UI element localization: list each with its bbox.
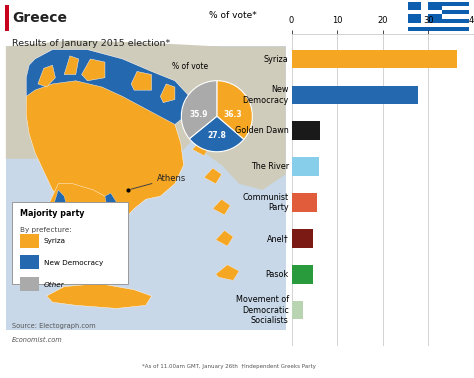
Polygon shape	[195, 112, 213, 128]
Wedge shape	[189, 116, 244, 152]
Bar	[20, 256, 39, 270]
Bar	[292, 265, 313, 284]
Polygon shape	[6, 40, 280, 159]
Wedge shape	[217, 81, 252, 139]
Bar	[20, 234, 39, 248]
Polygon shape	[26, 50, 190, 240]
FancyBboxPatch shape	[12, 203, 128, 284]
Polygon shape	[105, 193, 122, 228]
Bar	[408, 23, 469, 27]
Wedge shape	[182, 81, 217, 139]
Bar	[20, 277, 39, 291]
Polygon shape	[213, 199, 230, 215]
Bar	[292, 157, 319, 176]
Polygon shape	[198, 46, 286, 190]
Polygon shape	[38, 65, 55, 87]
Text: % of vote*: % of vote*	[210, 11, 257, 20]
Bar	[5, 5, 9, 31]
Bar	[408, 10, 469, 14]
Text: Results of January 2015 election*: Results of January 2015 election*	[12, 39, 170, 48]
Bar	[421, 2, 428, 23]
Polygon shape	[26, 50, 190, 124]
Polygon shape	[64, 56, 79, 74]
Bar	[292, 86, 419, 104]
Text: New Democracy: New Democracy	[44, 260, 103, 266]
Bar	[408, 6, 469, 10]
Bar	[292, 301, 303, 319]
Polygon shape	[192, 140, 210, 156]
Polygon shape	[50, 184, 128, 253]
Text: By prefecture:: By prefecture:	[20, 228, 72, 233]
Text: Source: Electograph.com: Source: Electograph.com	[12, 323, 95, 329]
Polygon shape	[160, 84, 175, 103]
Bar	[408, 2, 442, 23]
Text: Economist.com: Economist.com	[12, 337, 63, 343]
Polygon shape	[131, 71, 152, 90]
Polygon shape	[82, 59, 105, 81]
Bar	[408, 14, 469, 19]
Bar	[292, 229, 313, 248]
Text: 27.8: 27.8	[208, 131, 226, 140]
Polygon shape	[53, 190, 70, 234]
Polygon shape	[46, 284, 152, 308]
Bar	[292, 121, 320, 140]
Text: Other: Other	[44, 282, 64, 288]
Bar	[408, 36, 469, 40]
Bar	[292, 50, 457, 68]
Bar	[408, 27, 469, 31]
Bar	[408, 2, 469, 6]
Polygon shape	[204, 168, 221, 184]
Text: Majority party: Majority party	[20, 209, 85, 218]
Bar	[408, 10, 442, 14]
Text: 36.3: 36.3	[224, 110, 242, 119]
Text: Greece: Greece	[12, 11, 67, 25]
Text: *As of 11.00am GMT, January 26th  †Independent Greeks Party: *As of 11.00am GMT, January 26th †Indepe…	[142, 364, 316, 369]
Text: Syriza: Syriza	[44, 238, 66, 244]
Polygon shape	[216, 231, 233, 246]
Bar	[408, 19, 469, 23]
Bar	[292, 193, 317, 212]
Text: Athens: Athens	[131, 174, 187, 189]
Text: % of vote: % of vote	[173, 62, 209, 71]
Polygon shape	[216, 265, 239, 280]
Bar	[408, 31, 469, 36]
Text: 35.9: 35.9	[190, 110, 209, 119]
